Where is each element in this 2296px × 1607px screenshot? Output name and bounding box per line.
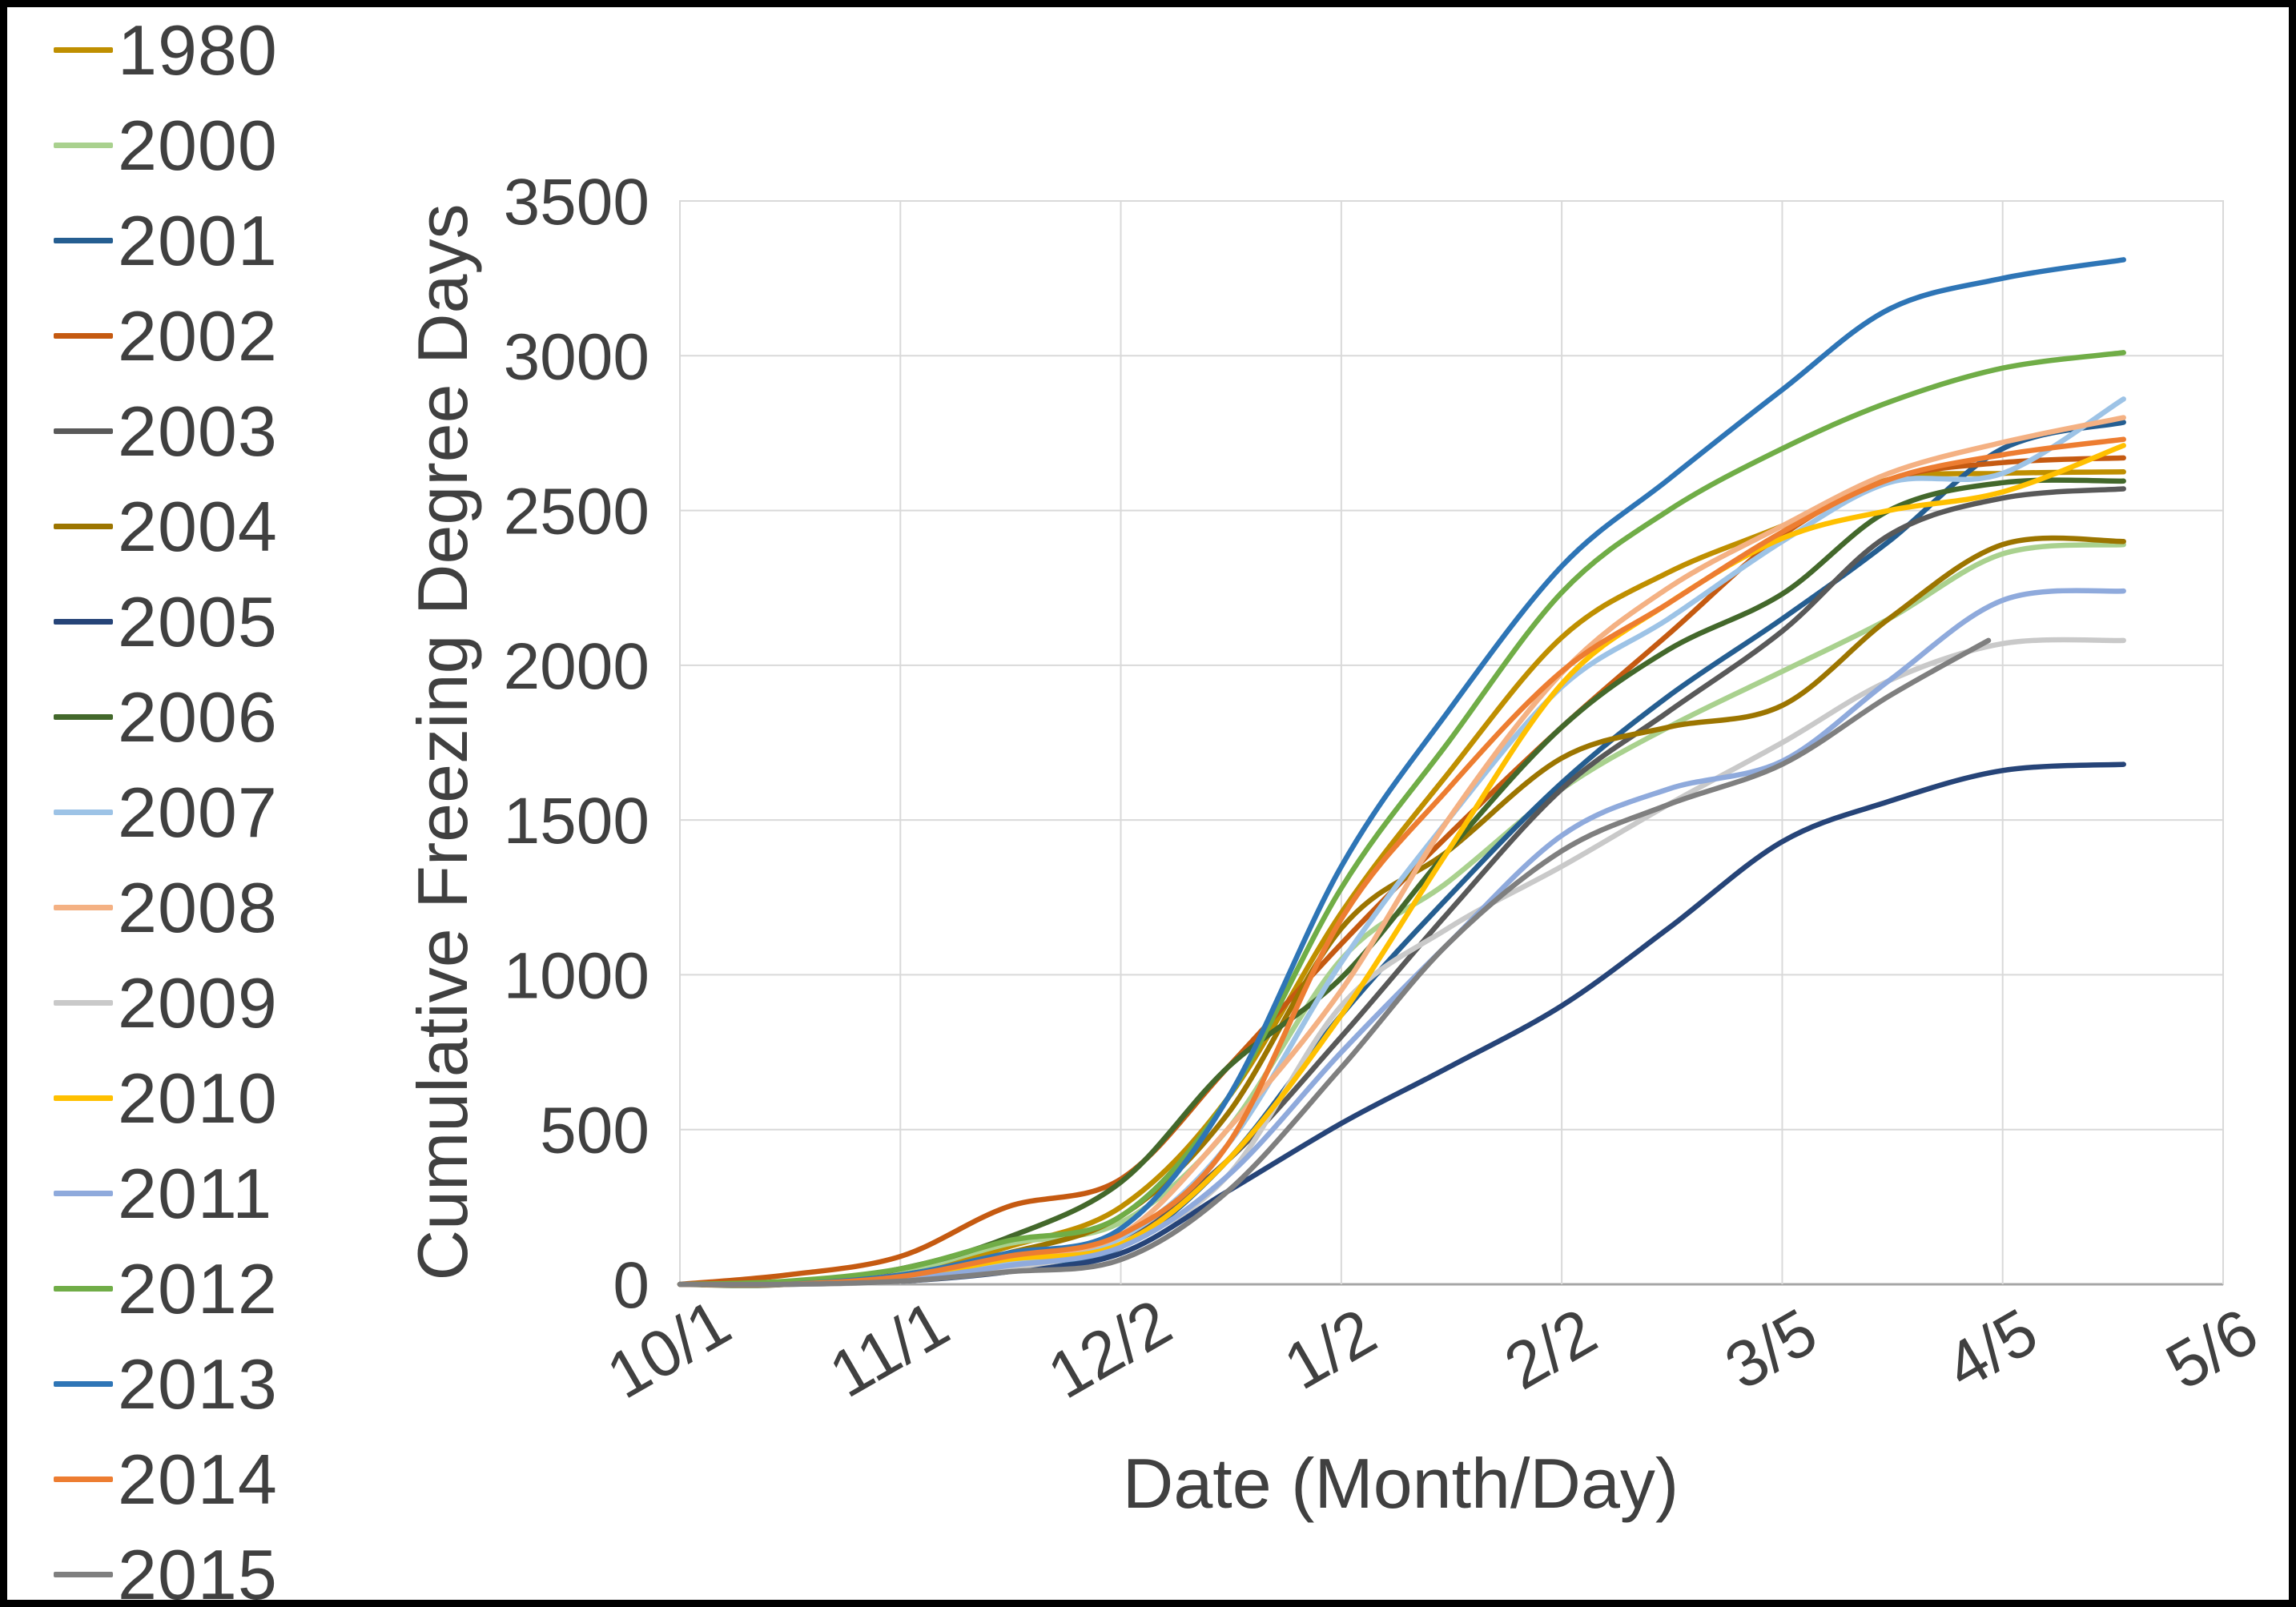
legend-swatch-1980 [54, 47, 113, 53]
legend-swatch-2013 [54, 1381, 113, 1387]
legend-label: 2011 [118, 1153, 273, 1233]
legend-label: 2012 [118, 1248, 278, 1328]
legend: 1980 2000 2001 2002 2003 2004 2005 2006 2007 2008… [54, 7, 366, 1607]
series-line-2009 [677, 637, 2126, 1288]
legend-item-2009: 2009 [54, 955, 366, 1051]
x-axis-title: Date (Month/Day) [1122, 1444, 1679, 1523]
series-line-2010 [677, 443, 2126, 1288]
x-tick-label: 11/1 [818, 1287, 960, 1412]
legend-item-2012: 2012 [54, 1241, 366, 1336]
x-tick-label: 1/2 [1273, 1295, 1388, 1404]
legend-label: 2007 [118, 772, 278, 852]
legend-item-2004: 2004 [54, 479, 366, 574]
y-tick-label: 1500 [504, 785, 649, 858]
legend-item-1980: 1980 [54, 7, 366, 98]
legend-label: 2008 [118, 867, 278, 947]
legend-swatch-2007 [54, 810, 113, 815]
series-line-2000 [677, 541, 2126, 1288]
legend-label: 2015 [118, 1534, 278, 1607]
legend-item-2006: 2006 [54, 669, 366, 765]
y-tick-label: 2000 [504, 630, 649, 703]
legend-item-2015: 2015 [54, 1527, 366, 1607]
y-tick-label: 1000 [504, 939, 649, 1012]
y-tick-label: 0 [613, 1249, 649, 1322]
x-tick-label: 4/5 [1934, 1295, 2049, 1404]
legend-item-2000: 2000 [54, 98, 366, 193]
plot-area-border [679, 200, 2224, 1285]
legend-item-2007: 2007 [54, 765, 366, 860]
legend-label: 2013 [118, 1344, 278, 1424]
x-tick-label: 5/6 [2154, 1295, 2270, 1404]
legend-swatch-2012 [54, 1286, 113, 1292]
x-tick-label: 2/2 [1493, 1295, 1608, 1404]
series-line-2014 [677, 436, 2126, 1288]
series-line-2012 [677, 350, 2126, 1288]
legend-label: 2014 [118, 1439, 278, 1519]
legend-swatch-2008 [54, 905, 113, 910]
legend-swatch-2009 [54, 1000, 113, 1006]
series-line-2013 [677, 257, 2126, 1288]
legend-swatch-2000 [54, 143, 113, 148]
series-line-2002 [677, 455, 2126, 1288]
legend-item-2011: 2011 [54, 1146, 366, 1241]
legend-label: 2002 [118, 295, 278, 376]
legend-swatch-2015 [54, 1572, 113, 1577]
y-tick-label: 2500 [504, 476, 649, 548]
legend-label: 1980 [118, 10, 278, 90]
legend-swatch-2001 [54, 238, 113, 243]
legend-swatch-2003 [54, 428, 113, 434]
legend-item-2008: 2008 [54, 860, 366, 955]
legend-label: 2001 [118, 200, 278, 280]
legend-label: 2004 [118, 486, 278, 566]
legend-item-2010: 2010 [54, 1051, 366, 1146]
y-tick-label: 3000 [504, 320, 649, 393]
legend-label: 2010 [118, 1058, 278, 1138]
legend-item-2014: 2014 [54, 1432, 366, 1527]
legend-item-2002: 2002 [54, 288, 366, 384]
legend-swatch-2014 [54, 1476, 113, 1482]
legend-label: 2006 [118, 677, 278, 757]
y-axis-title: Cumulative Freezing Degree Days [403, 203, 482, 1281]
series-line-2001 [677, 420, 2126, 1288]
legend-item-2013: 2013 [54, 1336, 366, 1432]
series-line-2015 [677, 637, 1992, 1288]
x-tick-label: 12/2 [1036, 1286, 1184, 1413]
legend-item-2001: 2001 [54, 193, 366, 288]
legend-label: 2005 [118, 581, 278, 661]
legend-swatch-2005 [54, 619, 113, 625]
legend-swatch-2006 [54, 714, 113, 720]
legend-item-2003: 2003 [54, 384, 366, 479]
legend-label: 2009 [118, 962, 278, 1043]
legend-swatch-2010 [54, 1095, 113, 1101]
legend-label: 2003 [118, 391, 278, 471]
x-tick-label: 3/5 [1714, 1295, 1829, 1404]
series-line-2008 [677, 415, 2126, 1288]
legend-label: 2000 [118, 105, 278, 185]
series-line-2011 [677, 588, 2126, 1288]
legend-swatch-2011 [54, 1191, 113, 1196]
legend-swatch-2002 [54, 333, 113, 339]
y-tick-label: 500 [540, 1095, 649, 1167]
legend-swatch-2004 [54, 524, 113, 529]
y-tick-label: 3500 [504, 166, 649, 239]
legend-item-2005: 2005 [54, 574, 366, 669]
